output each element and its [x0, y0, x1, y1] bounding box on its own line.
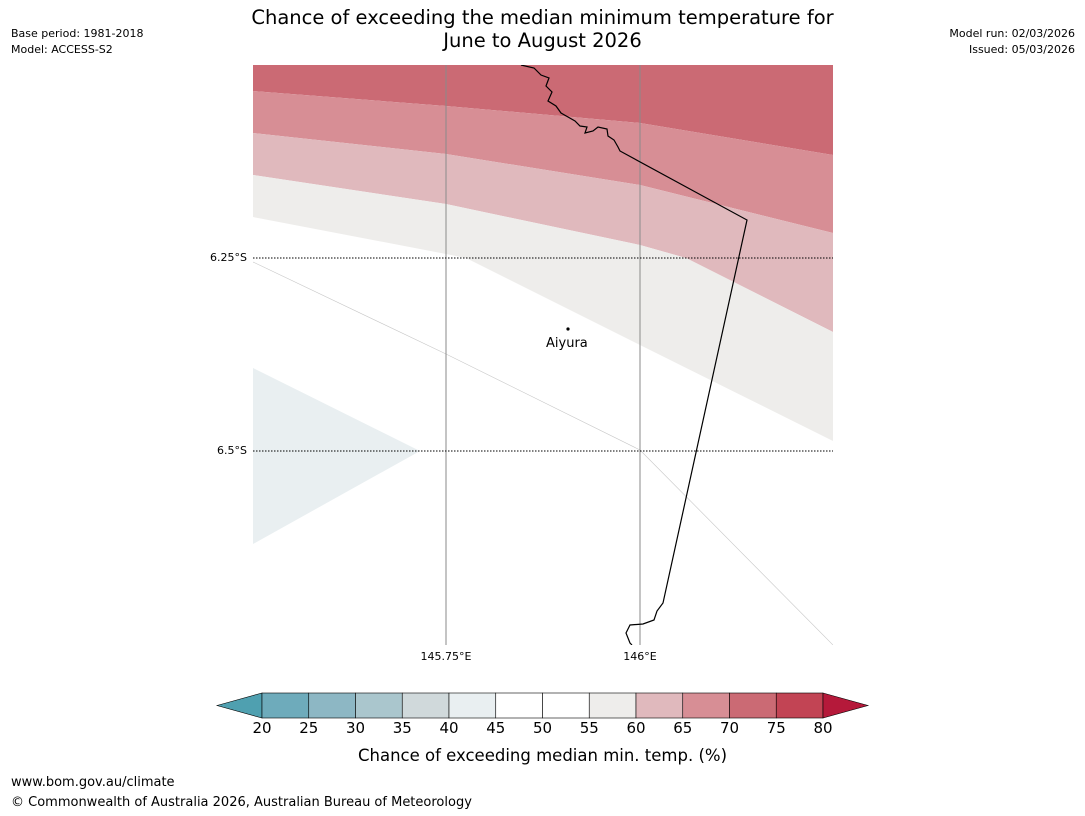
band-60-65: [253, 133, 833, 332]
colorbar-tick-label: 40: [439, 719, 459, 737]
colorbar-segment-65-70: [682, 692, 730, 719]
footer-copyright: © Commonwealth of Australia 2026, Austra…: [11, 795, 472, 810]
base-period-text: Base period: 1981-2018: [11, 27, 144, 40]
lat-label-6-25: 6.25°S: [210, 251, 247, 264]
map-layer: [253, 65, 833, 645]
model-run-text: Model run: 02/03/2026: [949, 27, 1075, 40]
colorbar-tick-label: 50: [532, 719, 553, 737]
colorbar-tick-label: 55: [579, 719, 599, 737]
colorbar-tick-label: 80: [813, 719, 833, 737]
title-line-1: Chance of exceeding the median minimum t…: [251, 6, 834, 29]
colorbar-segment-30-35: [355, 692, 403, 719]
lon-label-146: 146°E: [623, 650, 657, 663]
colorbar-tick-label: 70: [719, 719, 740, 737]
colorbar-tick-label: 30: [345, 719, 366, 737]
colorbar-title: Chance of exceeding median min. temp. (%…: [357, 746, 728, 765]
colorbar-segment-35-40: [401, 692, 450, 719]
issued-text: Issued: 05/03/2026: [968, 43, 1075, 56]
colorbar-segment-60-65: [635, 692, 684, 719]
colorbar-extend-low: [215, 692, 263, 719]
colorbar-tick-label: 65: [673, 719, 693, 737]
band-65-75: [253, 91, 833, 233]
colorbar-extend-high: [822, 692, 870, 719]
colorbar-segment-25-30: [308, 692, 356, 719]
place-marker-aiyura: [566, 327, 570, 331]
colorbar-segment-70-75: [729, 692, 777, 719]
colorbar-segment-45-50: [495, 692, 543, 719]
colorbar-segment-40-45: [448, 692, 497, 719]
province-boundary: [520, 65, 748, 645]
lat-label-6-5: 6.5°S: [217, 444, 247, 457]
colorbar-tick-label: 35: [392, 719, 412, 737]
colorbar-segment-75-80: [775, 692, 824, 719]
meta-left: Base period: 1981-2018 Model: ACCESS-S2: [11, 26, 143, 58]
band-55-60: [253, 175, 833, 441]
colorbar-tick-label: 20: [252, 719, 272, 737]
model-text: Model: ACCESS-S2: [11, 43, 113, 56]
colorbar-tick-label: 60: [626, 719, 646, 737]
title-line-2: June to August 2026: [443, 29, 642, 52]
colorbar-segment-55-60: [588, 692, 637, 719]
band-75-80: [253, 65, 833, 155]
colorbar-segment-20-25: [261, 692, 310, 719]
contour-line-50: [253, 261, 833, 645]
meta-right: Model run: 02/03/2026 Issued: 05/03/2026: [949, 26, 1075, 58]
lon-label-145-75: 145.75°E: [420, 650, 472, 663]
footer-url: www.bom.gov.au/climate: [11, 775, 175, 790]
colorbar-tick-label: 45: [486, 719, 506, 737]
colorbar-tick-label: 75: [766, 719, 786, 737]
colorbar-tick-label: 25: [299, 719, 319, 737]
place-label-aiyura: Aiyura: [546, 336, 588, 351]
band-40-45: [253, 368, 420, 544]
colorbar-segment-50-55: [542, 692, 590, 719]
chart-title: Chance of exceeding the median minimum t…: [0, 6, 1085, 52]
